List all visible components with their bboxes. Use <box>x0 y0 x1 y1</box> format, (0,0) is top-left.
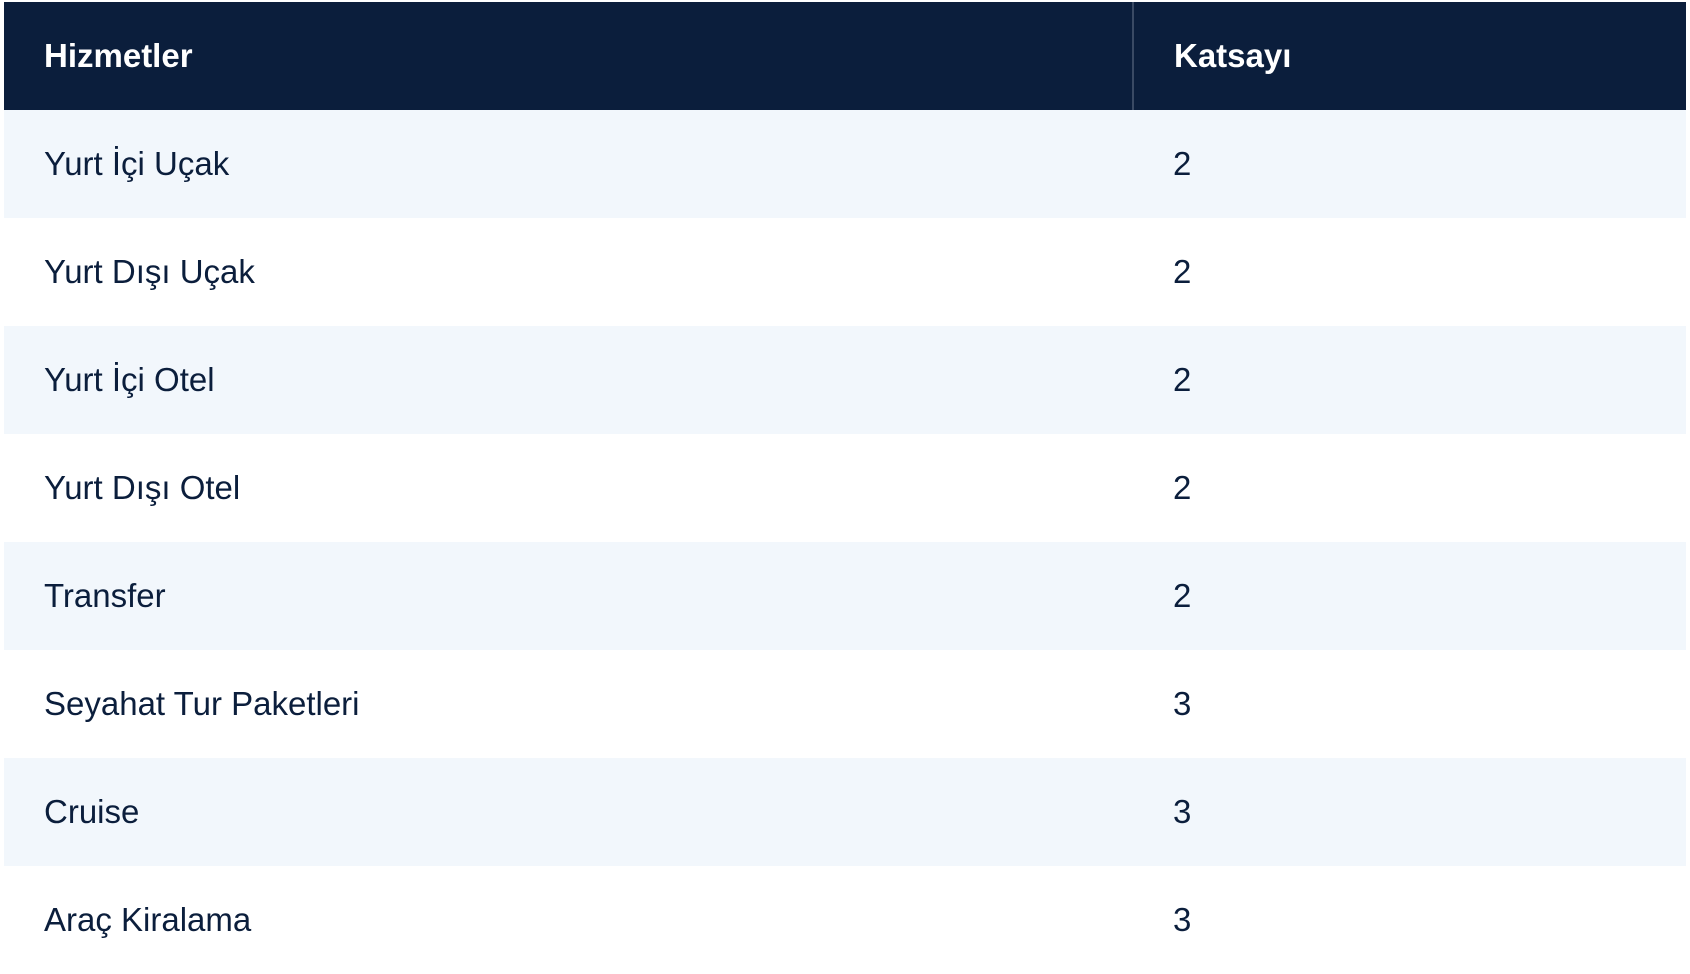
coefficient-cell: 2 <box>1173 253 1192 290</box>
service-cell: Yurt Dışı Otel <box>44 469 241 506</box>
service-cell: Araç Kiralama <box>44 901 252 938</box>
coefficient-cell: 2 <box>1173 145 1192 182</box>
table-header-row: Hizmetler Katsayı <box>4 2 1686 110</box>
services-table-container: Hizmetler Katsayı Yurt İçi Uçak 2 Yurt D… <box>4 2 1686 974</box>
header-coefficient: Katsayı <box>1174 37 1292 74</box>
table-header: Hizmetler Katsayı <box>4 2 1686 110</box>
services-coefficient-table: Hizmetler Katsayı Yurt İçi Uçak 2 Yurt D… <box>4 2 1686 974</box>
table-row: Araç Kiralama 3 <box>4 866 1686 974</box>
table-row: Yurt İçi Otel 2 <box>4 326 1686 434</box>
header-services: Hizmetler <box>4 2 1134 110</box>
coefficient-cell: 2 <box>1173 469 1192 506</box>
service-cell: Yurt İçi Otel <box>44 361 215 398</box>
table-row: Yurt İçi Uçak 2 <box>4 110 1686 218</box>
service-cell: Yurt Dışı Uçak <box>44 253 255 290</box>
table-row: Seyahat Tur Paketleri 3 <box>4 650 1686 758</box>
coefficient-cell: 3 <box>1173 793 1192 830</box>
table-row: Yurt Dışı Otel 2 <box>4 434 1686 542</box>
table-row: Cruise 3 <box>4 758 1686 866</box>
table-row: Transfer 2 <box>4 542 1686 650</box>
service-cell: Cruise <box>44 793 140 830</box>
table-row: Yurt Dışı Uçak 2 <box>4 218 1686 326</box>
coefficient-cell: 3 <box>1173 685 1192 722</box>
coefficient-cell: 3 <box>1173 901 1192 938</box>
coefficient-cell: 2 <box>1173 361 1192 398</box>
service-cell: Transfer <box>44 577 166 614</box>
service-cell: Yurt İçi Uçak <box>44 145 230 182</box>
table-body: Yurt İçi Uçak 2 Yurt Dışı Uçak 2 Yurt İç… <box>4 110 1686 974</box>
coefficient-cell: 2 <box>1173 577 1192 614</box>
service-cell: Seyahat Tur Paketleri <box>44 685 360 722</box>
